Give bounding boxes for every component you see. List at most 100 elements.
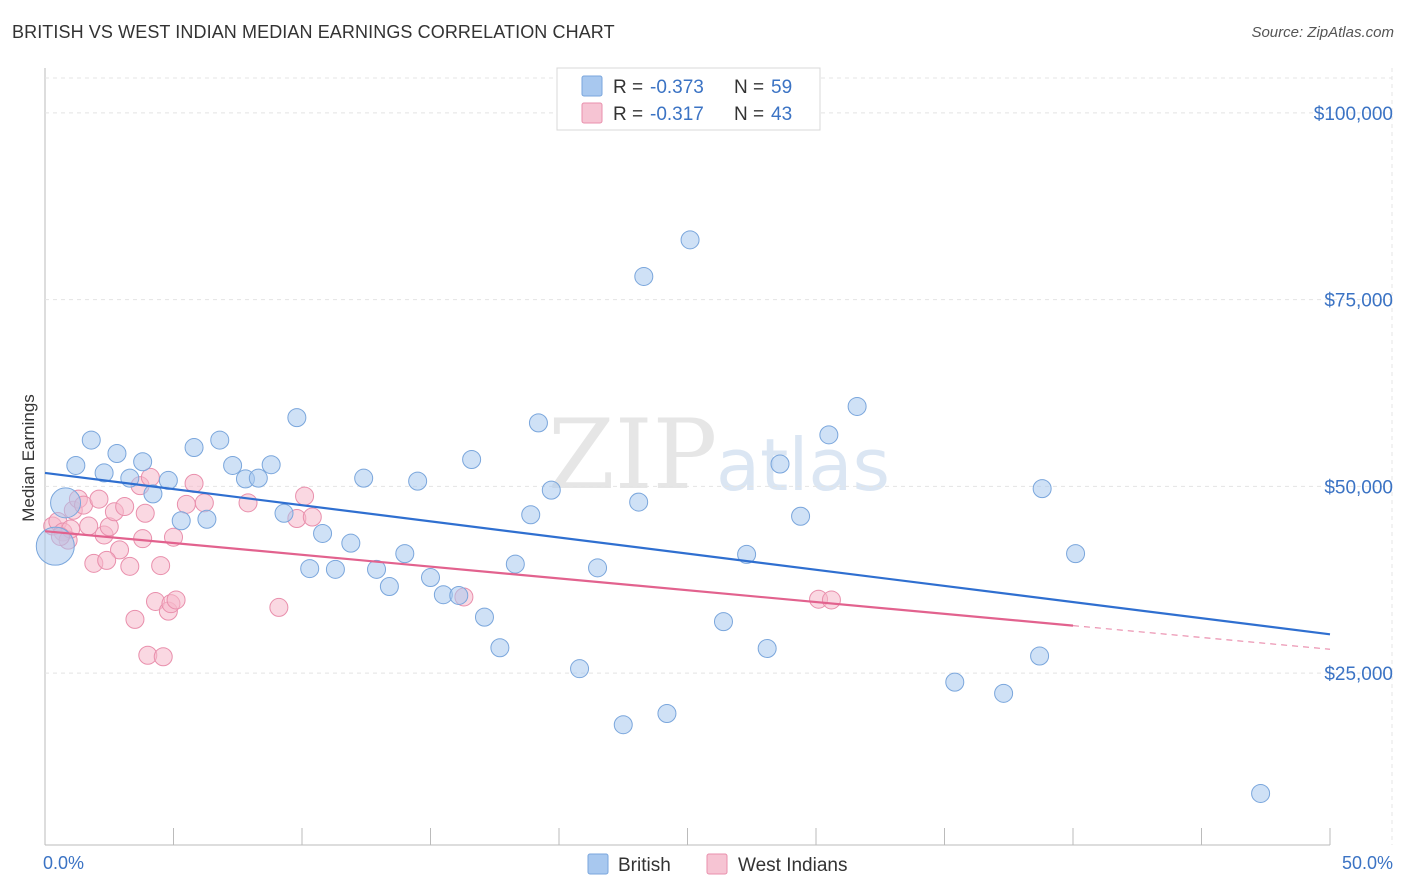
british-point (570, 659, 590, 679)
y-tick-label: $100,000 (1314, 104, 1393, 125)
british-point (791, 506, 811, 526)
legend-r-label-british: R = (613, 77, 643, 98)
british-point (261, 455, 281, 475)
series-legend-label-british: British (618, 855, 671, 876)
british-point (1251, 783, 1271, 803)
x-tick-label-start: 0.0% (43, 853, 84, 873)
west-indians-point (97, 550, 117, 570)
british-point (341, 533, 361, 553)
west-indians-trend-line (44, 530, 1074, 627)
british-point (184, 438, 204, 458)
british-point (757, 639, 777, 659)
british-point (408, 471, 428, 491)
british-point (680, 230, 700, 250)
british-point (66, 455, 86, 475)
series-legend: British West Indians (587, 853, 847, 876)
series-legend-label-west-indians: West Indians (738, 855, 847, 876)
british-point (325, 559, 345, 579)
west-indians-point (176, 494, 196, 514)
y-tick-label: $25,000 (1324, 664, 1393, 685)
west-indians-point (194, 493, 214, 513)
legend-r-value-british: -0.373 (650, 77, 704, 98)
trend-lines (44, 471, 1331, 650)
british-point (1032, 479, 1052, 499)
legend-swatch-british (581, 75, 603, 97)
west-indians-point (110, 540, 130, 560)
british-point (819, 425, 839, 445)
british-point (171, 511, 191, 531)
british-point (248, 468, 268, 488)
legend-n-label-west-indians: N = (734, 104, 764, 125)
british-point (367, 559, 387, 579)
west-indians-point (166, 590, 186, 610)
british-point (395, 544, 415, 564)
british-point (107, 444, 127, 464)
british-point (1066, 544, 1086, 564)
y-tick-label: $75,000 (1324, 291, 1393, 312)
west-indians-point (79, 516, 99, 536)
british-point (613, 715, 633, 735)
british-point (210, 430, 230, 450)
legend-r-label-west-indians: R = (613, 104, 643, 125)
west-indians-point (89, 489, 109, 509)
chart-title: BRITISH VS WEST INDIAN MEDIAN EARNINGS C… (12, 22, 615, 42)
british-points (35, 230, 1271, 803)
british-point (634, 266, 654, 286)
british-point (421, 568, 440, 588)
west-indians-point (184, 473, 204, 493)
west-indians-point (821, 590, 841, 610)
west-indians-point (120, 556, 140, 576)
british-point (197, 509, 217, 529)
british-point (379, 576, 399, 596)
x-ticks (44, 828, 1331, 845)
british-point (657, 704, 677, 724)
british-point (528, 413, 548, 433)
british-point (588, 558, 608, 578)
british-point (354, 468, 374, 488)
watermark-zip: ZIP (548, 399, 717, 511)
legend-swatch-west-indians (581, 102, 603, 124)
source-label: Source: ZipAtlas.com (1251, 24, 1394, 41)
series-legend-swatch-west-indians (706, 853, 728, 875)
west-indians-point (125, 609, 145, 629)
british-point (274, 503, 294, 523)
west-indians-point (153, 647, 173, 667)
british-point (1030, 646, 1050, 666)
british-point (994, 683, 1014, 703)
british-point (505, 554, 525, 574)
british-point (313, 523, 333, 543)
y-axis-label: Median Earnings (19, 394, 38, 522)
watermark-atlas: atlas (716, 423, 890, 507)
y-tick-labels: $25,000 $50,000 $75,000 $100,000 (1314, 104, 1393, 685)
british-point (945, 672, 965, 692)
british-point (94, 463, 114, 483)
british-point (541, 480, 561, 500)
west-indians-point (115, 497, 135, 517)
british-point (81, 430, 101, 450)
y-tick-label: $50,000 (1324, 477, 1393, 498)
british-point (35, 526, 75, 566)
british-point (713, 612, 733, 632)
west-indians-point (302, 507, 322, 527)
british-point (629, 492, 649, 512)
series-legend-swatch-british (587, 853, 609, 875)
x-tick-label-end: 50.0% (1342, 853, 1393, 873)
british-point (133, 452, 153, 472)
british-point (521, 505, 541, 525)
british-trend-line (44, 471, 1331, 636)
west-indians-point (135, 503, 155, 523)
legend-n-value-west-indians: 43 (771, 104, 792, 125)
british-point (474, 607, 494, 627)
british-point (143, 484, 163, 504)
west-indians-point (269, 597, 289, 617)
british-point (770, 454, 790, 474)
west-indians-point (295, 486, 315, 506)
british-point (462, 449, 482, 469)
british-point (50, 487, 82, 519)
legend-r-value-west-indians: -0.317 (650, 104, 704, 125)
west-indians-point (151, 556, 171, 576)
british-point (223, 455, 243, 475)
british-point (287, 408, 307, 428)
legend-n-label-british: N = (734, 77, 764, 98)
